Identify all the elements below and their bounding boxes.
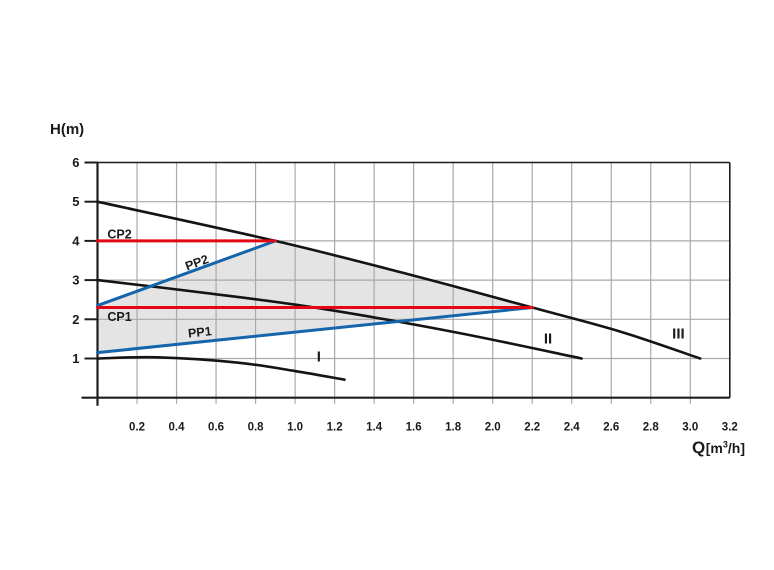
x-tick-label: 1.4 bbox=[366, 422, 383, 434]
y-axis-title: H(m) bbox=[50, 121, 85, 138]
PP1-line bbox=[96, 306, 534, 355]
CP2-label: CP2 bbox=[107, 228, 131, 242]
x-tick-label: 1.6 bbox=[406, 422, 422, 434]
y-tick-label: 1 bbox=[72, 351, 79, 366]
x-tick-label: 0.6 bbox=[208, 422, 224, 434]
x-axis-bracket-open: [m bbox=[705, 440, 723, 456]
curve-I-label: I bbox=[317, 349, 321, 366]
y-tick-label: 6 bbox=[72, 155, 79, 170]
x-tick-label: 1.8 bbox=[445, 422, 462, 434]
x-tick-label: 2.6 bbox=[603, 422, 619, 434]
x-tick-label: 2.2 bbox=[524, 422, 540, 434]
y-tick-label: 4 bbox=[72, 233, 80, 248]
operating-range-fill bbox=[97, 240, 533, 353]
x-tick-label: 3.0 bbox=[682, 422, 698, 434]
x-tick-label: 1.0 bbox=[287, 422, 303, 434]
y-tick-label: 5 bbox=[72, 194, 79, 209]
y-tick-label: 3 bbox=[72, 273, 79, 288]
x-axis-superscript: 3 bbox=[722, 439, 728, 450]
x-tick-label: 0.2 bbox=[129, 422, 145, 434]
x-tick-label: 2.0 bbox=[485, 422, 501, 434]
x-tick-label: 2.4 bbox=[564, 422, 581, 434]
x-axis-title: Q[m3/h] bbox=[655, 438, 745, 458]
x-tick-label: 3.2 bbox=[722, 422, 738, 434]
x-tick-label: 1.2 bbox=[327, 422, 343, 434]
x-tick-label: 0.8 bbox=[248, 422, 265, 434]
curve-III-label: III bbox=[672, 325, 685, 342]
x-axis-bracket-close: /h] bbox=[727, 440, 745, 456]
CP1-label: CP1 bbox=[107, 310, 131, 324]
curve-II-label: II bbox=[544, 331, 552, 348]
curve-I-line bbox=[96, 355, 346, 381]
curve-III-line bbox=[96, 200, 702, 360]
PP1-label: PP1 bbox=[187, 324, 212, 340]
x-tick-label: 0.4 bbox=[169, 422, 186, 434]
PP2-line bbox=[96, 239, 277, 308]
y-tick-label: 2 bbox=[72, 312, 79, 327]
x-tick-label: 2.8 bbox=[643, 422, 660, 434]
x-axis-symbol: Q bbox=[692, 438, 706, 457]
